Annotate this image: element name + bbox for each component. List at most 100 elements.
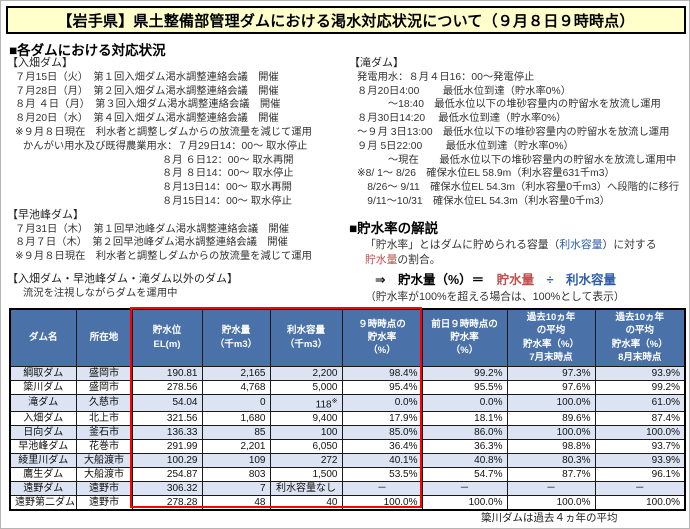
table-cell: 100.0% [421, 494, 508, 511]
table-cell: 鷹生ダム [9, 466, 77, 482]
table-body: 綱取ダム 盛岡市 190.81 2,165 2,200 98.4% 99.2% 97.3% 93… [9, 365, 686, 511]
table-cell: 278.56 [131, 379, 203, 395]
explanation-line: （貯水率が100%を超える場合は、100%として表示） [349, 290, 689, 306]
text-line: 発電用水：８月４日16：00～発電停止 [357, 71, 535, 83]
text-line: ８月 ４日（月） 第３回入畑ダム渇水調整連絡会議 開催 [15, 99, 281, 111]
table-cell: 136.33 [131, 424, 203, 440]
dam-status-left-column: 【入畑ダム】 ７月15日（火） 第１回入畑ダム渇水調整連絡会議 開催 ７月28日（月… [7, 57, 347, 301]
table-cell: 遠野第二ダム [9, 494, 77, 511]
text-line: ８月15日14：00～ 取水停止 [162, 195, 292, 207]
text-segment [554, 273, 567, 287]
table-column-header: 貯水量 （千m3） [201, 308, 271, 367]
table-cell: 簗川ダム [9, 379, 77, 395]
table-cell: 254.87 [131, 466, 203, 482]
table-column-header: 利水容量 （千m3） [269, 308, 343, 367]
table-cell: 1,500 [269, 466, 343, 482]
table-cell: － [421, 480, 508, 496]
table-cell: 早池峰ダム [9, 438, 77, 454]
table-cell: 278.28 [131, 494, 203, 511]
text-segment: 利水容量 [566, 272, 617, 287]
table-cell: 2,165 [201, 365, 271, 381]
table-cell: － [341, 480, 423, 496]
storage-rate-explanation: ■貯水率の解説 「貯水率」とはダムに貯められる容量（利水容量）に対する 貯水量の割… [349, 220, 689, 306]
table-cell: 40.1% [341, 452, 423, 468]
table-cell: － [506, 480, 596, 496]
table-cell: 9,400 [269, 410, 343, 426]
text-line: ８月７日（木） 第２回早池峰ダム渇水調整連絡会議 開催 [15, 237, 288, 249]
text-line: かんがい用水及び既得農業用水：７月29日14：00～ 取水停止 [23, 140, 308, 152]
table-row: 遠野ダム 遠野市 306.32 7 利水容量なし－－－－ [9, 480, 686, 496]
table-row: 綾里川ダム 大船渡市 100.29 109 272 40.1% 40.8% 80.3% 93.9… [9, 452, 686, 468]
page-title: 【岩手県】県土整備部管理ダムにおける渇水対応状況について（９月８日９時時点） [57, 12, 635, 30]
table-cell: 86.0% [421, 424, 508, 440]
table-cell: 98.4% [341, 365, 423, 381]
text-line: ７月15日（火） 第１回入畑ダム渇水調整連絡会議 開催 [15, 71, 279, 83]
table-cell: 40 [269, 494, 343, 511]
explanation-line: 貯水量の割合。 [349, 253, 689, 269]
table-cell: － [594, 480, 686, 496]
text-segment: ⇒ 貯水量（%）＝ [375, 272, 497, 287]
table-cell: 18.1% [421, 410, 508, 426]
table-cell: 54.04 [131, 393, 203, 412]
table-cell: 久慈市 [75, 393, 133, 412]
text-line: ８月 ８日14：00～ 取水停止 [162, 168, 294, 180]
text-line: ～９月 3日13:00 最低水位以下の堆砂容量内の貯留水を放流し運用 [357, 126, 670, 138]
table-cell: 40.8% [421, 452, 508, 468]
text-line: ※8/ 1～ 8/26 確保水位EL 58.9m（利水容量631千m3） [357, 168, 615, 180]
table-column-header: ９時時点の 貯水率 （%） [341, 308, 423, 367]
table-row: 早池峰ダム 花巻市 291.99 2,201 6,050 36.4% 36.3% 98.8% 9… [9, 438, 686, 454]
text-line: 流況を注視しながらダムを運用中 [23, 287, 178, 299]
dam-block: 【入畑ダム】 ７月15日（火） 第１回入畑ダム渇水調整連絡会議 開催 ７月28日（月… [7, 57, 347, 209]
table-cell: 2,200 [269, 365, 343, 381]
table-cell: 306.32 [131, 480, 203, 496]
table-column-header: 過去10ヵ年 の平均 貯水率（%） 7月末時点 [506, 308, 596, 367]
text-line: ※９月８日現在 利水者と調整しダムからの放流量を減じて運用 [15, 126, 312, 138]
table-row: 入畑ダム 北上市 321.56 1,680 9,400 17.9% 18.1% 89.6% 87… [9, 410, 686, 426]
text-segment: の割合。 [397, 254, 441, 267]
table-cell: 100 [269, 424, 343, 440]
table-row: 綱取ダム 盛岡市 190.81 2,165 2,200 98.4% 99.2% 97.3% 93… [9, 365, 686, 381]
text-line: ７月31日（木） 第１回早池峰ダム渇水調整連絡会議 開催 [15, 223, 290, 235]
table-cell: 6,050 [269, 438, 343, 454]
table-column-header: 過去10ヵ年 の平均 貯水率（%） 8月末時点 [594, 308, 686, 367]
table-cell: 97.6% [506, 379, 596, 395]
text-line: ８月30日14:20 最低水位到達（貯水率0%） [357, 113, 567, 125]
table-cell: 54.7% [421, 466, 508, 482]
table-column-header: 前日９時時点の 貯水率 （%） [421, 308, 508, 367]
explanation-lines: 「貯水率」とはダムに貯められる容量（利水容量）に対する 貯水量の割合。 ⇒ 貯水量（… [349, 238, 689, 306]
table-cell: 100.0% [506, 494, 596, 511]
text-segment: 貯水量 [365, 254, 398, 267]
table-cell: 85 [201, 424, 271, 440]
text-segment: （貯水率が100%を超える場合は、100%として表示） [365, 290, 625, 303]
table-cell: 遠野市 [75, 480, 133, 496]
text-segment [534, 273, 547, 287]
text-line: ８月20日（水） 第４回入畑ダム渇水調整連絡会議 開催 [15, 113, 279, 125]
table-cell: 291.99 [131, 438, 203, 454]
table-row: 簗川ダム 盛岡市 278.56 4,768 5,000 95.4% 95.5% 97.6% 99… [9, 379, 686, 395]
text-line: ８月 ６日12：00～ 取水再開 [162, 154, 294, 166]
table-cell: 大船渡市 [75, 452, 133, 468]
table-column-header: ダム名 [9, 308, 77, 367]
table-cell: 87.4% [594, 410, 686, 426]
dam-status-right-column: 【滝ダム】 発電用水：８月４日16：00～発電停止 ８月20日4:00 最低水位到達… [349, 57, 689, 305]
taki-dam-block: 【滝ダム】 発電用水：８月４日16：00～発電停止 ８月20日4:00 最低水位到達… [349, 57, 689, 209]
table-row: 鷹生ダム 大船渡市 254.87 803 1,500 53.5% 54.7% 87.7% 96.… [9, 466, 686, 482]
text-segment: 貯水量 [496, 272, 535, 287]
table-row: 遠野第二ダム 遠野市 278.28 48 40 100.0% 100.0% 100.0% 100… [9, 494, 686, 511]
table-cell: 大船渡市 [75, 466, 133, 482]
table-cell: 入畑ダム [9, 410, 77, 426]
text-line: ～現在 最低水位以下の堆砂容量内の貯留水を放流し運用中 [357, 154, 677, 166]
block-header: 【早池峰ダム】 [7, 208, 84, 221]
table-cell: 遠野ダム [9, 480, 77, 496]
table-cell: 80.3% [506, 452, 596, 468]
text-line: ８月13日14：00～ 取水再開 [162, 182, 292, 194]
table-column-header: 貯水位 EL(m) [131, 308, 203, 367]
section-heading-response-status: ■各ダムにおける対応状況 [9, 43, 166, 58]
table-cell: 17.9% [341, 410, 423, 426]
table-cell: 99.2% [594, 379, 686, 395]
dam-data-table: ダム名 所在地 貯水位 EL(m) 貯水量 （千m3） 利水容量 （千m3） ９時時点の … [9, 308, 686, 511]
table-cell: 4,768 [201, 379, 271, 395]
explanation-line: 「貯水率」とはダムに貯められる容量（利水容量）に対する [349, 238, 689, 254]
table-cell: 61.0% [594, 393, 686, 412]
block-header: 【入畑ダム・早池峰ダム・滝ダム以外のダム】 [7, 272, 238, 285]
